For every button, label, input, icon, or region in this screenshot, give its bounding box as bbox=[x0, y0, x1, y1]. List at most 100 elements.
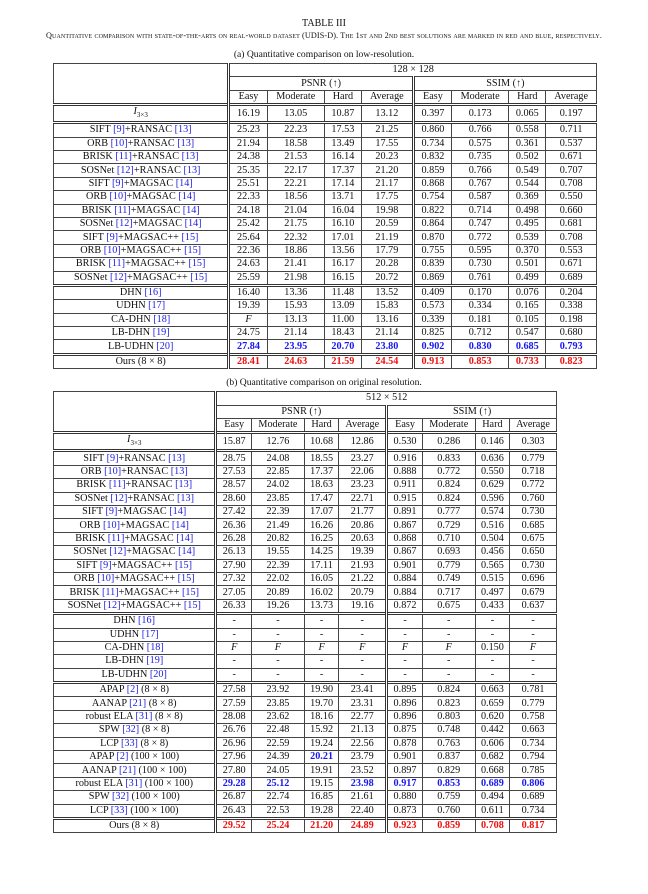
citation-link[interactable]: [14] bbox=[176, 532, 194, 544]
citation-link[interactable]: [20] bbox=[149, 668, 167, 680]
citation-link[interactable]: [10] bbox=[103, 519, 121, 531]
citation-link[interactable]: [9] bbox=[106, 452, 119, 464]
value-cell: 23.27 bbox=[338, 449, 388, 466]
value-cell: 0.682 bbox=[474, 750, 511, 765]
citation-link[interactable]: [12] bbox=[110, 492, 128, 504]
citation-link[interactable]: [11] bbox=[115, 151, 132, 163]
citation-link[interactable]: [2] bbox=[116, 751, 129, 763]
citation-link[interactable]: [13] bbox=[168, 452, 186, 464]
citation-link[interactable]: [9] bbox=[106, 231, 119, 243]
citation-link[interactable]: [11] bbox=[108, 479, 126, 491]
citation-link[interactable]: [13] bbox=[170, 466, 188, 478]
citation-link[interactable]: [14] bbox=[178, 546, 196, 558]
value-cell: - bbox=[509, 612, 557, 629]
value-cell: 0.772 bbox=[451, 230, 510, 245]
citation-link[interactable]: [32] bbox=[122, 724, 140, 736]
citation-link[interactable]: [20] bbox=[156, 340, 174, 352]
citation-link[interactable]: [19] bbox=[146, 655, 164, 667]
citation-link[interactable]: [18] bbox=[146, 642, 164, 654]
citation-link[interactable]: [19] bbox=[152, 327, 170, 339]
table-row: SOSNet [12]+RANSAC [13] 25.35 22.17 17.37 21… bbox=[52, 163, 597, 178]
citation-link[interactable]: [12] bbox=[115, 218, 133, 230]
citation-link[interactable]: [33] bbox=[120, 737, 138, 749]
value-cell: 24.08 bbox=[250, 449, 305, 466]
citation-link[interactable]: [14] bbox=[178, 191, 196, 203]
citation-link[interactable]: [16] bbox=[144, 287, 162, 299]
citation-link[interactable]: [11] bbox=[107, 532, 125, 544]
value-cell: 16.10 bbox=[323, 216, 362, 232]
citation-link[interactable]: [12] bbox=[109, 546, 127, 558]
citation-link[interactable]: [13] bbox=[177, 137, 195, 149]
citation-link[interactable]: [15] bbox=[177, 573, 195, 585]
citation-link[interactable]: [10] bbox=[109, 191, 127, 203]
citation-link[interactable]: [33] bbox=[110, 804, 128, 816]
value-cell: 0.076 bbox=[508, 283, 547, 301]
value-cell: 27.84 bbox=[228, 339, 268, 355]
citation-link[interactable]: [15] bbox=[188, 258, 206, 270]
citation-link[interactable]: [21] bbox=[129, 697, 147, 709]
citation-link[interactable]: [13] bbox=[174, 124, 192, 136]
citation-link[interactable]: [10] bbox=[103, 244, 121, 256]
table-row: SPW [32] (8 × 8) 26.76 22.48 15.92 21.13 0.87… bbox=[52, 723, 557, 738]
method-name: SOSNet bbox=[67, 599, 104, 611]
citation-link[interactable]: [15] bbox=[181, 586, 199, 598]
citation-link[interactable]: [14] bbox=[184, 218, 202, 230]
citation-link[interactable]: [10] bbox=[97, 573, 115, 585]
citation-link[interactable]: [31] bbox=[135, 711, 153, 723]
method-name: +MAGSAC++ bbox=[120, 599, 184, 611]
value-cell: 23.62 bbox=[250, 709, 305, 725]
value-cell: 23.41 bbox=[338, 681, 388, 698]
citation-link[interactable]: [13] bbox=[181, 151, 199, 163]
citation-link[interactable]: [10] bbox=[110, 137, 128, 149]
value-cell: - bbox=[385, 627, 423, 642]
citation-link[interactable]: [13] bbox=[175, 479, 193, 491]
citation-link[interactable]: [11] bbox=[102, 586, 119, 598]
citation-link[interactable]: [14] bbox=[171, 519, 189, 531]
citation-link[interactable]: [14] bbox=[169, 506, 187, 518]
citation-link[interactable]: [17] bbox=[148, 300, 166, 312]
citation-link[interactable]: [32] bbox=[112, 791, 129, 803]
citation-link[interactable]: [12] bbox=[103, 599, 121, 611]
citation-link[interactable]: [15] bbox=[190, 271, 208, 283]
citation-link[interactable]: [21] bbox=[118, 764, 136, 776]
citation-link[interactable]: [17] bbox=[141, 628, 159, 640]
citation-link[interactable]: [14] bbox=[175, 177, 193, 189]
citation-link[interactable]: [9] bbox=[113, 124, 125, 136]
column-header: Hard bbox=[508, 89, 547, 106]
citation-link[interactable]: [9] bbox=[111, 177, 124, 189]
citation-link[interactable]: [12] bbox=[116, 164, 134, 176]
value-cell: 16.02 bbox=[303, 585, 340, 600]
value-cell: 0.685 bbox=[509, 518, 557, 533]
citation-link[interactable]: [15] bbox=[181, 231, 199, 243]
value-cell: 0.859 bbox=[411, 163, 453, 178]
citation-link[interactable]: [31] bbox=[125, 778, 143, 789]
method-cell: LCP [33] (100 × 100) bbox=[52, 803, 218, 819]
value-cell: 0.766 bbox=[451, 121, 510, 138]
citation-link[interactable]: [13] bbox=[183, 164, 201, 176]
citation-link[interactable]: [9] bbox=[99, 559, 112, 571]
method-cell: BRISK [11]+MAGSAC [14] bbox=[52, 531, 218, 547]
citation-link[interactable]: [14] bbox=[182, 204, 200, 216]
method-cell: SOSNet [12]+MAGSAC [14] bbox=[52, 545, 218, 560]
value-cell: 0.824 bbox=[421, 491, 476, 507]
value-cell: 22.36 bbox=[228, 243, 268, 259]
citation-link[interactable]: [15] bbox=[184, 244, 202, 256]
citation-link[interactable]: [9] bbox=[105, 506, 118, 518]
citation-link[interactable]: [13] bbox=[177, 492, 194, 504]
citation-link[interactable]: [12] bbox=[109, 271, 127, 283]
citation-link[interactable]: [10] bbox=[104, 466, 122, 478]
value-cell: 0.668 bbox=[474, 763, 511, 778]
citation-link[interactable]: [18] bbox=[153, 313, 171, 325]
value-cell: 13.09 bbox=[323, 299, 362, 314]
citation-link[interactable]: [11] bbox=[114, 204, 131, 216]
citation-link[interactable]: [16] bbox=[138, 615, 156, 627]
value-cell: 21.49 bbox=[250, 518, 305, 533]
value-cell: 23.23 bbox=[338, 478, 388, 493]
citation-link[interactable]: [15] bbox=[175, 559, 192, 571]
table-row: APAP [2] (8 × 8) 27.58 23.92 19.90 23.41 0.89… bbox=[52, 681, 557, 698]
citation-link[interactable]: [11] bbox=[108, 258, 126, 270]
value-cell: 0.370 bbox=[508, 243, 547, 259]
citation-link[interactable]: [2] bbox=[126, 684, 139, 696]
citation-link[interactable]: [15] bbox=[183, 599, 201, 611]
table-row: AANAP [21] (100 × 100) 27.80 24.05 19.91 23.… bbox=[52, 763, 557, 778]
